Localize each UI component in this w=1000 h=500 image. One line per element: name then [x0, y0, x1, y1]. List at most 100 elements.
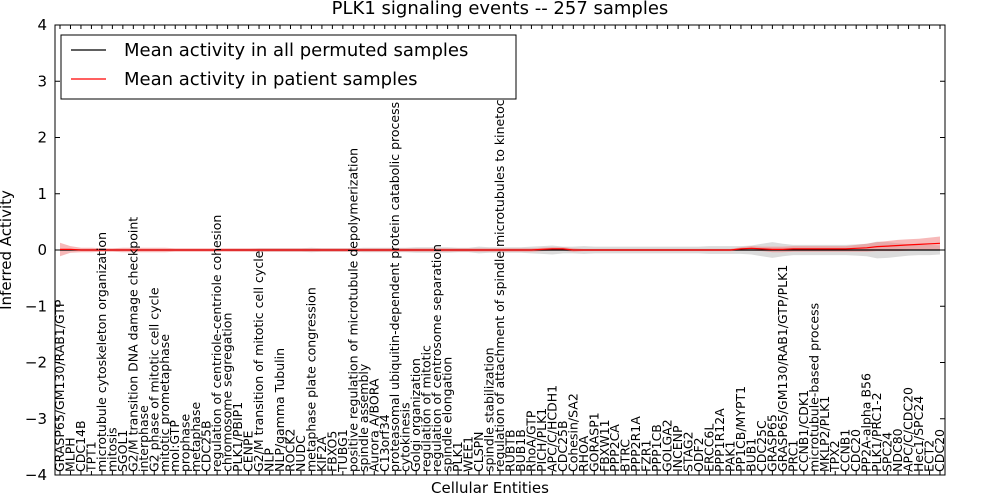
- y-axis-ticks: −4 −3 −2 −1 0 1 2 3 4: [25, 16, 945, 484]
- category-label: mol:GTP: [167, 420, 182, 472]
- category-label: BUB1: [743, 438, 758, 472]
- category-label: Golgi organization: [408, 358, 423, 472]
- category-label: regulation of centrosome separation: [429, 244, 444, 472]
- legend-label-patient: Mean activity in patient samples: [124, 69, 418, 90]
- category-label: RUBTB: [503, 429, 518, 472]
- category-label: PLK1/PRC1-2: [869, 392, 884, 472]
- category-label: spindle assembly: [356, 363, 371, 472]
- category-label: ECT2: [922, 440, 937, 472]
- category-label: CDC20: [848, 429, 863, 472]
- category-label: cytokinesis: [398, 402, 413, 472]
- category-label: mitotic prometaphase: [157, 334, 172, 472]
- category-label: CDC25B: [199, 420, 214, 472]
- category-label: ODF2: [691, 437, 706, 472]
- category-label: PPP1R12A: [712, 408, 727, 472]
- category-label: STAG2: [681, 431, 696, 472]
- category-label: mitosis: [104, 427, 119, 472]
- category-label: CENPE: [241, 430, 256, 472]
- category-label: chromosome segregation: [220, 313, 235, 472]
- category-label: TPT1: [83, 441, 98, 473]
- category-labels: GRASP65/GM130/RAB1/GTPMLPHCDC14BTPT1micr…: [52, 25, 947, 475]
- category-label: WEE1: [461, 436, 476, 472]
- category-label: G2 phase of mitotic cell cycle: [146, 287, 161, 472]
- category-label: G2/M transition DNA damage checkpoint: [125, 217, 140, 472]
- category-label: KIF2A: [314, 436, 329, 472]
- category-label: metaphase: [188, 402, 203, 472]
- legend-box: [60, 34, 517, 100]
- category-label: PLK1/PBIP1: [230, 402, 245, 472]
- x-axis-label: Cellular Entities: [431, 479, 549, 497]
- category-label: FZR1: [639, 440, 654, 472]
- category-label: PLK1: [450, 441, 465, 472]
- category-label: GRASP65/GM130/RAB1/GTP: [52, 299, 67, 472]
- category-label: GRASP65/GM130/RAB1/GTP/PLK1: [775, 265, 790, 472]
- category-label: INCENP: [670, 425, 685, 472]
- y-tick-label: −1: [25, 297, 47, 315]
- category-label: SGOL1: [115, 430, 130, 472]
- category-label: NDC80: [890, 428, 905, 472]
- category-label: PPP2R1A: [628, 416, 643, 472]
- category-label: regulation of centriole-centriole cohesi…: [209, 215, 224, 472]
- category-label: interphase: [136, 405, 151, 472]
- category-label: ROCK2: [283, 429, 298, 472]
- category-label: MLPH: [63, 437, 78, 472]
- category-label: Hec1/SPC24: [911, 396, 926, 472]
- category-label: RhoA/GTP: [523, 410, 538, 472]
- category-label: BTRC: [618, 439, 633, 472]
- category-label: SPC24: [880, 432, 895, 472]
- category-label: CDC25B: [555, 420, 570, 472]
- category-label: G2/M transition of mitotic cell cycle: [251, 250, 266, 472]
- series-line-patient: [60, 242, 941, 251]
- y-tick-label: −4: [25, 466, 47, 484]
- category-label: BUB1B: [513, 429, 528, 472]
- category-label: Cohesin/SA2: [565, 393, 580, 472]
- category-label: microtubule-based process: [806, 303, 821, 472]
- category-label: PPP2CA: [607, 424, 622, 472]
- category-label: PP2A-alpha B56: [859, 373, 874, 472]
- category-label: RHOA: [576, 435, 591, 472]
- category-label: FBXO5: [324, 431, 339, 472]
- category-label: GORASP1: [586, 412, 601, 472]
- category-label: TUBG1: [335, 429, 350, 473]
- category-label: TPX2: [827, 440, 842, 473]
- category-label: NLP/gamma Tubulin: [272, 348, 287, 472]
- category-label: NLP: [262, 448, 277, 472]
- category-label: regulation of attachment of spindle micr…: [492, 71, 507, 472]
- category-label: metaphase plate congression: [303, 287, 318, 472]
- category-label: Aurora A/BORA: [366, 378, 381, 472]
- category-label: microtubule cytoskeleton organization: [94, 232, 109, 472]
- plot-frame: [54, 24, 946, 476]
- category-label: CDC20: [932, 429, 947, 472]
- category-label: CCNB1: [838, 429, 853, 472]
- category-label: PPP1CB: [649, 424, 664, 472]
- y-tick-label: −3: [25, 410, 47, 428]
- category-label: C13orf34: [377, 414, 392, 472]
- category-label: regulation of mitotic: [419, 345, 434, 472]
- y-tick-label: 0: [37, 241, 47, 259]
- category-label: proteasomal ubiquitin-dependent protein …: [387, 102, 402, 472]
- y-tick-label: 1: [37, 185, 47, 203]
- y-tick-label: 2: [37, 129, 47, 147]
- category-label: PRC1: [785, 440, 800, 472]
- category-label: APC/C/CDC20: [901, 387, 916, 472]
- category-label: PAK1: [723, 441, 738, 472]
- category-label: PICH/PLK1: [534, 408, 549, 472]
- category-label: CCNB1/CDK1: [796, 390, 811, 472]
- category-label: NUDC: [293, 435, 308, 472]
- category-label: spindle stabilization: [482, 347, 497, 472]
- category-label: CDC25C: [754, 420, 769, 472]
- category-label: prophase: [178, 414, 193, 472]
- category-label: FBXW11: [597, 419, 612, 472]
- y-tick-label: 3: [37, 72, 47, 90]
- y-axis-label: Inferred Activity: [0, 190, 15, 310]
- legend-label-permuted: Mean activity in all permuted samples: [124, 40, 468, 61]
- category-label: APC/C/HCDH1: [544, 385, 559, 472]
- legend: Mean activity in all permuted samples Me…: [60, 34, 517, 100]
- category-label: positive regulation of microtubule depol…: [345, 148, 360, 472]
- category-label: CDC14B: [73, 420, 88, 472]
- category-label: MKLP2/PLK1: [817, 396, 832, 472]
- band-patient: [60, 236, 940, 257]
- series-lines: [60, 242, 941, 251]
- category-label: PP1CB/MYPT1: [733, 386, 748, 472]
